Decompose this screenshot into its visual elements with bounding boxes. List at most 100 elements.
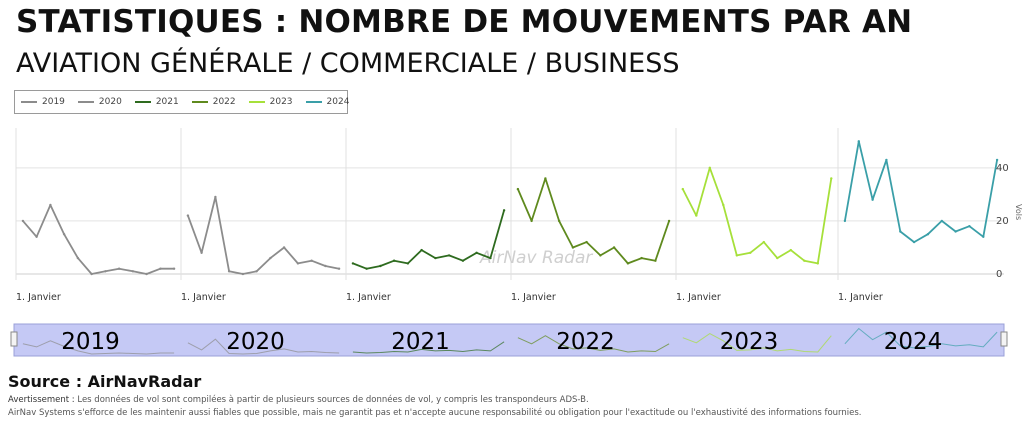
data-point-2019 [90, 272, 93, 276]
data-point-2020 [227, 270, 231, 273]
data-point-2024 [968, 225, 971, 228]
data-point-2022 [612, 246, 616, 249]
data-point-2023 [830, 177, 833, 180]
series-line-2023 [681, 166, 833, 265]
data-point-2021 [461, 259, 465, 262]
data-point-2021 [406, 262, 410, 265]
data-point-2020 [200, 251, 203, 254]
data-point-2022 [530, 219, 533, 223]
legend-item-2020[interactable]: 2020 [77, 97, 122, 107]
legend-swatch-2023 [248, 101, 265, 103]
navigator-line-2022 [517, 335, 670, 353]
legend-item-2021[interactable]: 2021 [134, 97, 179, 107]
navigator-year-label: 2021 [391, 329, 450, 355]
y-axis-label: Vols [1014, 204, 1023, 220]
range-navigator[interactable]: 2019 2020 2021 2022 2023 2024 [10, 323, 1008, 357]
legend-swatch-2022 [191, 101, 208, 103]
legend-item-2019[interactable]: 2019 [21, 97, 65, 107]
data-point-2019 [145, 272, 148, 276]
data-point-2021 [420, 248, 423, 252]
navigator-line-2024 [844, 327, 998, 349]
data-point-2020 [214, 195, 217, 199]
data-point-2024 [912, 240, 916, 244]
navigator-line-2021 [352, 341, 505, 354]
data-point-2019 [62, 233, 66, 236]
data-point-2024 [843, 219, 847, 223]
data-point-2022 [571, 246, 575, 249]
data-point-2019 [131, 270, 135, 273]
data-point-2020 [269, 256, 272, 260]
data-point-2019 [104, 270, 107, 273]
navigator-year-label: 2020 [226, 329, 285, 355]
data-point-2023 [789, 248, 792, 252]
data-point-2021 [447, 254, 451, 257]
navigator-minilines [22, 327, 998, 355]
x-tick-label: 1. Janvier [346, 292, 391, 303]
chart-series [21, 140, 999, 276]
data-point-2023 [681, 187, 684, 191]
data-point-2023 [816, 262, 819, 265]
data-point-2023 [708, 166, 711, 169]
navigator-left-handle[interactable] [10, 331, 18, 347]
legend-label-2021: 2021 [155, 97, 179, 107]
data-point-2019 [35, 235, 38, 238]
year-dividers [15, 128, 839, 280]
legend-item-2024[interactable]: 2024 [305, 97, 350, 107]
legend-swatch-2024 [305, 101, 322, 103]
x-tick-label: 1. Janvier [16, 292, 61, 303]
disclaimer-label: Avertissement : [8, 395, 75, 405]
data-point-2021 [489, 256, 492, 260]
x-axis-ticks: 1. Janvier 1. Janvier 1. Janvier 1. Janvier… [16, 292, 883, 303]
data-point-2024 [857, 140, 860, 143]
x-tick-label: 1. Janvier [838, 292, 883, 303]
data-point-2022 [654, 259, 657, 262]
disclaimer-line-2: AirNav Systems s'efforce de les mainteni… [8, 408, 862, 418]
data-point-2020 [296, 262, 300, 265]
data-point-2021 [365, 267, 368, 270]
data-point-2023 [776, 256, 779, 260]
navigator-selection[interactable] [13, 323, 1005, 357]
y-tick-label: 20 [996, 216, 1009, 227]
series-line-2021 [352, 210, 505, 270]
data-point-2020 [241, 272, 245, 276]
series-line-2020 [187, 196, 340, 275]
data-point-2020 [282, 246, 286, 249]
data-point-2022 [557, 219, 561, 223]
airnav-watermark: AirNav Radar [479, 248, 593, 268]
data-point-2020 [337, 267, 341, 270]
data-point-2023 [722, 203, 725, 207]
data-point-2021 [351, 262, 355, 265]
navigator-year-label: 2022 [556, 329, 615, 355]
series-line-2022 [517, 177, 670, 265]
legend-label-2024: 2024 [326, 97, 350, 107]
data-point-2023 [749, 251, 752, 254]
data-point-2023 [762, 240, 765, 244]
chart-legend: 2019 2020 2021 2022 2023 2024 [14, 90, 350, 114]
data-point-2024 [940, 219, 943, 223]
data-point-2024 [954, 230, 957, 233]
data-point-2019 [21, 219, 25, 223]
disclaimer-line-1: Avertissement : Les données de vol sont … [8, 395, 589, 405]
legend-swatch-2021 [134, 101, 151, 103]
data-point-2024 [982, 235, 985, 238]
data-point-2024 [899, 230, 902, 233]
legend-label-2023: 2023 [269, 97, 293, 107]
legend-item-2022[interactable]: 2022 [191, 97, 236, 107]
data-point-2022 [544, 177, 547, 180]
legend-item-2023[interactable]: 2023 [248, 97, 293, 107]
navigator-year-label: 2019 [61, 329, 120, 355]
data-point-2020 [186, 214, 190, 217]
y-tick-label: 40 [996, 163, 1009, 174]
disclaimer-text-2: AirNav Systems s'efforce de les mainteni… [8, 408, 862, 418]
disclaimer-text-1: Les données de vol sont compilées à part… [77, 395, 589, 405]
navigator-right-handle[interactable] [1000, 331, 1008, 347]
y-axis-ticks: 0 20 40 [996, 163, 1009, 280]
data-point-2021 [502, 209, 506, 212]
source-credit: Source : AirNavRadar [8, 372, 202, 391]
series-line-2024 [844, 140, 998, 243]
navigator-line-2019 [22, 340, 175, 355]
legend-label-2022: 2022 [212, 97, 236, 107]
data-point-2022 [599, 254, 602, 257]
navigator-year-labels: 2019 2020 2021 2022 2023 2024 [61, 329, 942, 355]
legend-label-2019: 2019 [42, 97, 65, 107]
